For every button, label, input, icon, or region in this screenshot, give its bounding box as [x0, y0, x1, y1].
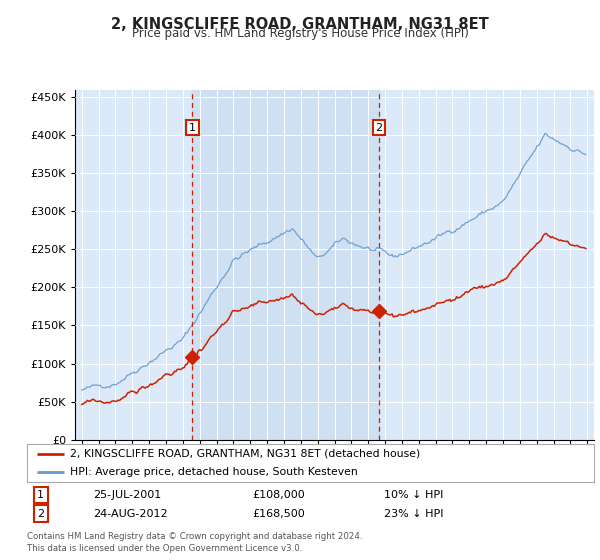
Text: 2, KINGSCLIFFE ROAD, GRANTHAM, NG31 8ET: 2, KINGSCLIFFE ROAD, GRANTHAM, NG31 8ET: [111, 17, 489, 32]
Text: 1: 1: [37, 490, 44, 500]
Text: 2: 2: [376, 123, 383, 133]
Text: 10% ↓ HPI: 10% ↓ HPI: [384, 490, 443, 500]
Text: 2, KINGSCLIFFE ROAD, GRANTHAM, NG31 8ET (detached house): 2, KINGSCLIFFE ROAD, GRANTHAM, NG31 8ET …: [70, 449, 420, 459]
Text: Price paid vs. HM Land Registry's House Price Index (HPI): Price paid vs. HM Land Registry's House …: [131, 27, 469, 40]
Text: 2: 2: [37, 508, 44, 519]
Text: 24-AUG-2012: 24-AUG-2012: [93, 508, 167, 519]
Text: 25-JUL-2001: 25-JUL-2001: [93, 490, 161, 500]
Text: 1: 1: [189, 123, 196, 133]
Text: Contains HM Land Registry data © Crown copyright and database right 2024.
This d: Contains HM Land Registry data © Crown c…: [27, 532, 362, 553]
Text: 23% ↓ HPI: 23% ↓ HPI: [384, 508, 443, 519]
Text: £108,000: £108,000: [252, 490, 305, 500]
Text: HPI: Average price, detached house, South Kesteven: HPI: Average price, detached house, Sout…: [70, 467, 357, 477]
Text: £168,500: £168,500: [252, 508, 305, 519]
Bar: [192, 90, 379, 440]
